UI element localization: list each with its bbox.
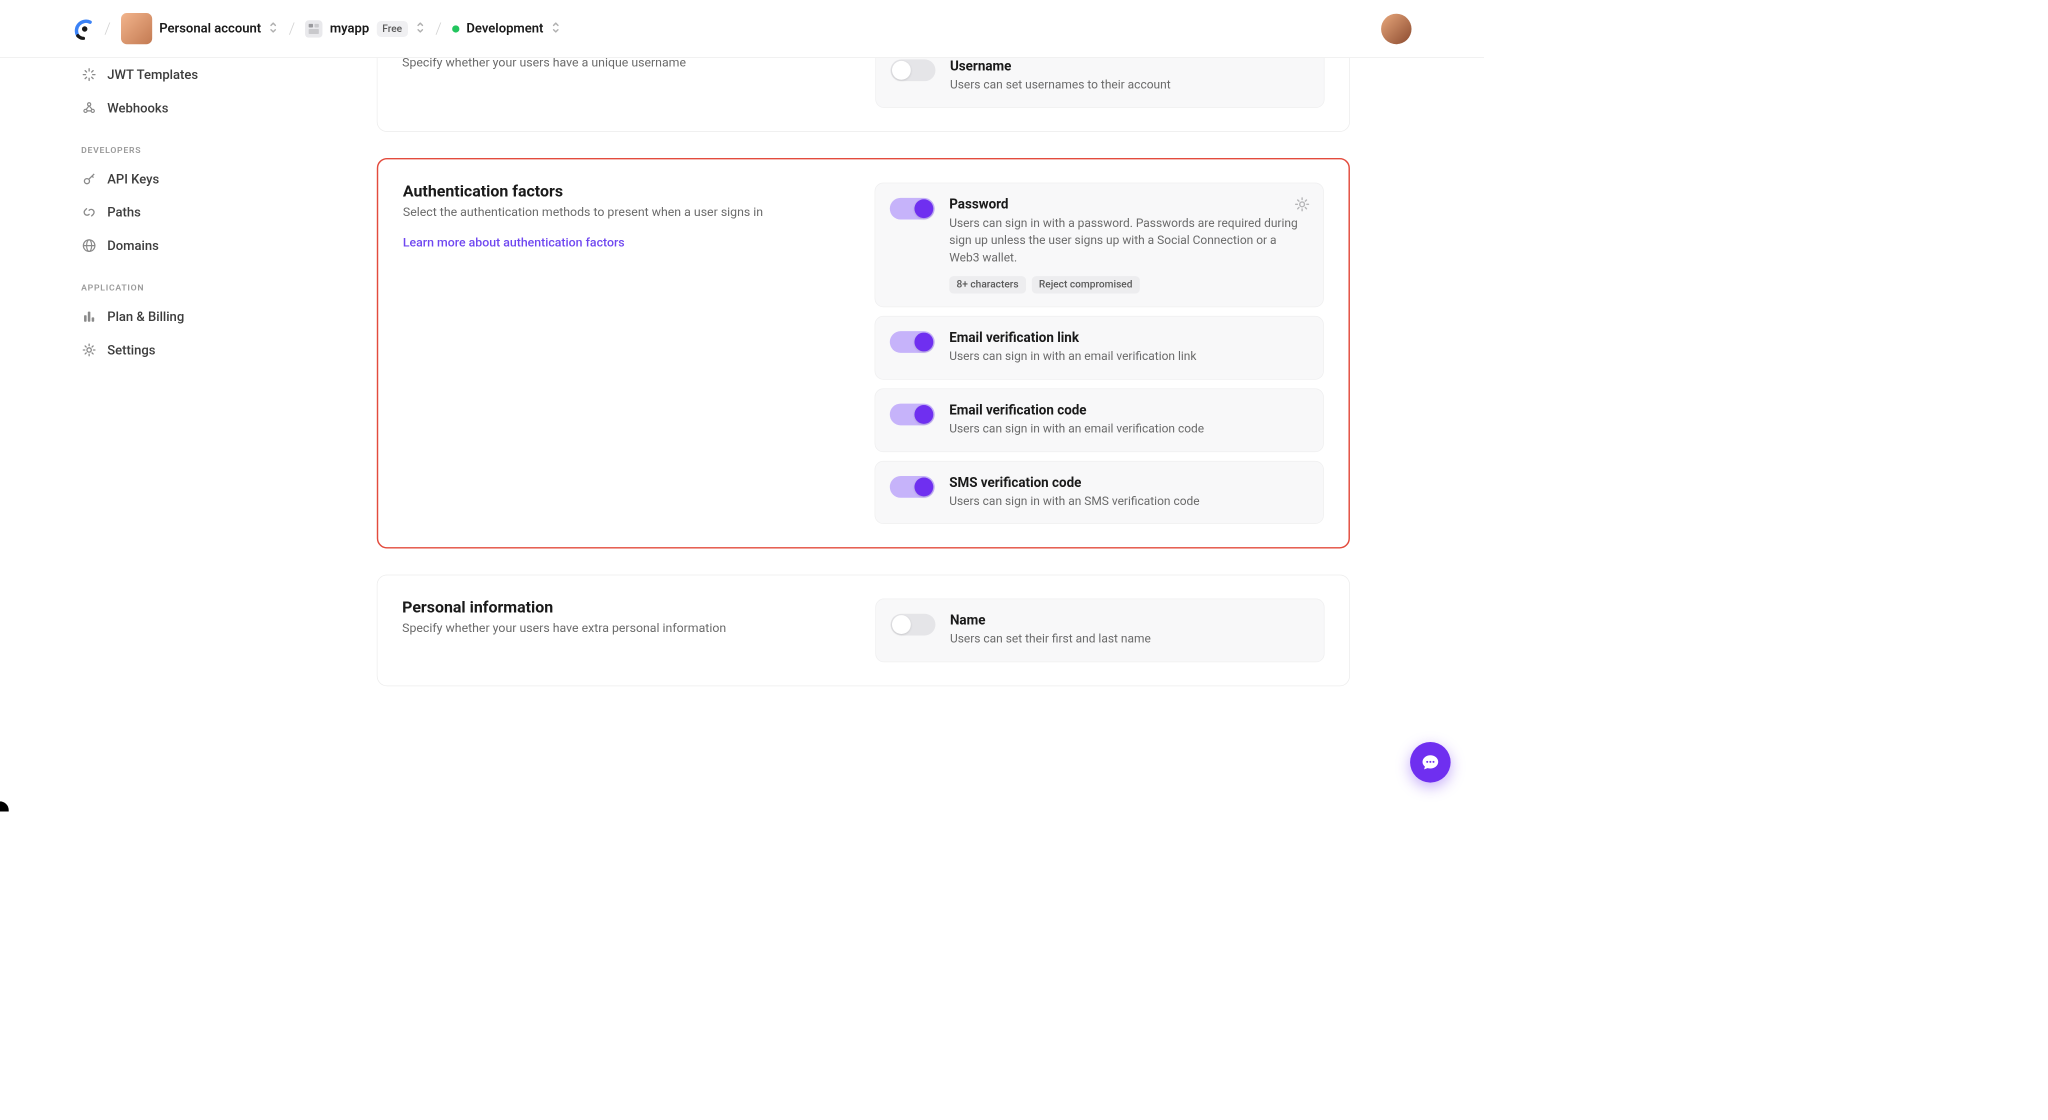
chevron-updown-icon [551, 20, 561, 37]
sidebar: JWT Templates Webhooks DEVELOPERS API Ke… [0, 58, 261, 812]
option-title: SMS verification code [949, 474, 1308, 490]
breadcrumb: / Personal account / myapp Free / [72, 13, 560, 44]
burst-icon [81, 67, 97, 83]
separator-icon: / [104, 20, 110, 38]
clerk-logo[interactable] [72, 18, 94, 40]
tag: Reject compromised [1032, 276, 1140, 293]
sidebar-item-paths[interactable]: Paths [72, 196, 246, 229]
account-crumb[interactable]: Personal account [121, 13, 279, 44]
option-title: Email verification link [949, 329, 1308, 345]
sidebar-item-jwt-templates[interactable]: JWT Templates [72, 58, 246, 91]
sidebar-section-application: APPLICATION [72, 262, 246, 300]
option-password: Password Users can sign in with a passwo… [875, 183, 1324, 307]
toggle-password[interactable] [890, 198, 935, 220]
option-email-link: Email verification link Users can sign i… [875, 316, 1324, 380]
env-crumb[interactable]: Development [452, 20, 561, 37]
sidebar-item-label: Webhooks [107, 100, 168, 115]
tag: 8+ characters [949, 276, 1026, 293]
sidebar-item-settings[interactable]: Settings [72, 333, 246, 366]
topbar: / Personal account / myapp Free / [0, 0, 1484, 58]
toggle-username[interactable] [891, 59, 936, 81]
option-email-code: Email verification code Users can sign i… [875, 388, 1324, 452]
separator-icon: / [289, 20, 295, 38]
sidebar-item-label: API Keys [107, 171, 159, 186]
option-description: Users can sign in with an email verifica… [949, 421, 1308, 438]
key-icon [81, 171, 97, 187]
sidebar-item-label: Plan & Billing [107, 309, 184, 324]
chevron-updown-icon [268, 20, 278, 37]
profile-avatar[interactable] [1381, 13, 1411, 43]
sidebar-item-plan-billing[interactable]: Plan & Billing [72, 300, 246, 333]
option-title: Email verification code [949, 402, 1308, 418]
chat-fab[interactable] [1410, 742, 1451, 783]
env-label: Development [466, 21, 543, 36]
link-icon [81, 204, 97, 220]
chat-icon [1421, 753, 1440, 772]
auth-factors-panel: Authentication factors Select the authen… [377, 158, 1350, 549]
app-icon [305, 20, 322, 37]
toggle-email-link[interactable] [890, 331, 935, 353]
bars-icon [81, 309, 97, 325]
sidebar-item-label: JWT Templates [107, 67, 198, 82]
sidebar-item-label: Paths [107, 205, 141, 220]
sidebar-item-webhooks[interactable]: Webhooks [72, 91, 246, 124]
option-name: Name Users can set their first and last … [875, 599, 1324, 663]
option-title: Name [950, 613, 1309, 629]
plan-badge: Free [376, 21, 407, 37]
panel-description: Select the authentication methods to pre… [403, 205, 846, 219]
webhook-icon [81, 100, 97, 116]
sidebar-item-label: Settings [107, 342, 155, 357]
username-panel: x Specify whether your users have a uniq… [377, 58, 1350, 132]
learn-more-link[interactable]: Learn more about authentication factors [403, 235, 625, 249]
panel-description: Specify whether your users have extra pe… [402, 621, 846, 635]
globe-icon [81, 238, 97, 254]
option-description: Users can sign in with an SMS verificati… [949, 493, 1308, 510]
gear-icon[interactable] [1294, 196, 1310, 215]
option-title: Password [949, 196, 1308, 212]
sidebar-item-domains[interactable]: Domains [72, 229, 246, 262]
option-description: Users can sign in with a password. Passw… [949, 215, 1308, 267]
panel-title: Personal information [402, 599, 846, 617]
option-title: Username [950, 58, 1309, 74]
content-area: x Specify whether your users have a uniq… [261, 58, 1484, 812]
toggle-name[interactable] [891, 614, 936, 636]
option-sms-code: SMS verification code Users can sign in … [875, 461, 1324, 525]
toggle-email-code[interactable] [890, 403, 935, 425]
sidebar-item-label: Domains [107, 238, 159, 253]
separator-icon: / [435, 20, 441, 38]
chevron-updown-icon [415, 20, 425, 37]
option-description: Users can set their first and last name [950, 631, 1309, 648]
panel-title: Authentication factors [403, 183, 846, 201]
app-name: myapp [330, 21, 369, 36]
sidebar-section-developers: DEVELOPERS [72, 125, 246, 163]
toggle-sms-code[interactable] [890, 476, 935, 498]
personal-info-panel: Personal information Specify whether you… [377, 575, 1350, 687]
env-status-dot [452, 25, 459, 32]
gear-icon [81, 342, 97, 358]
account-label: Personal account [159, 21, 261, 36]
option-description: Users can set usernames to their account [950, 77, 1309, 94]
option-username: Username Users can set usernames to thei… [875, 58, 1324, 108]
account-avatar [121, 13, 152, 44]
sidebar-item-api-keys[interactable]: API Keys [72, 162, 246, 195]
app-crumb[interactable]: myapp Free [305, 20, 425, 37]
panel-description: Specify whether your users have a unique… [402, 58, 846, 70]
option-description: Users can sign in with an email verifica… [949, 348, 1308, 365]
